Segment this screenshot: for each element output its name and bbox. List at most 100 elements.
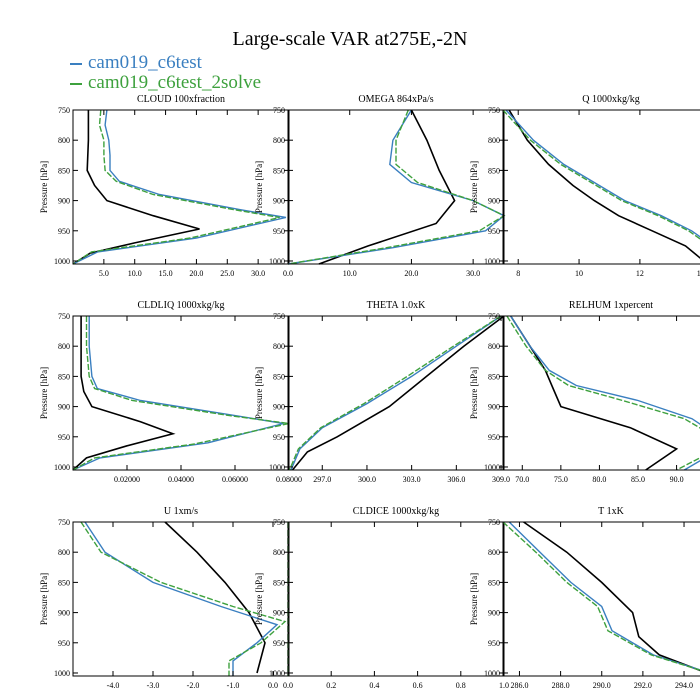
series-line-2-3 — [287, 109, 506, 265]
plot-frame — [287, 521, 505, 677]
y-tick-label: 750 — [273, 518, 285, 527]
x-tick-label: 0.0 — [268, 681, 278, 690]
series-line-7-1 — [164, 521, 266, 674]
y-tick-label: 950 — [58, 639, 70, 648]
x-tick-label: 20.0 — [189, 269, 203, 278]
y-tick-label: 750 — [58, 106, 70, 115]
x-tick-label: 5.0 — [99, 269, 109, 278]
panel-3: 8 10 12 14 750 800 850 900 950 1000 Pressure [hPa]… — [469, 94, 700, 278]
series-line-1-1 — [72, 110, 200, 265]
x-tick-label: 297.0 — [313, 475, 331, 484]
series-line-3-2 — [505, 109, 700, 238]
series-line-1-2 — [72, 109, 287, 265]
y-tick-label: 1000 — [54, 463, 70, 472]
x-tick-label: 15.0 — [159, 269, 173, 278]
y-axis-label: Pressure [hPa] — [469, 161, 479, 213]
plot-frame — [72, 109, 290, 265]
series-line-1-3 — [72, 109, 280, 265]
panel-title: U 1xm/s — [164, 506, 198, 517]
y-tick-label: 1000 — [269, 669, 285, 678]
y-tick-label: 1000 — [269, 463, 285, 472]
x-tick-label: 85.0 — [631, 475, 645, 484]
legend-label-control: cam019_c6test — [88, 52, 202, 73]
x-tick-label: 300.0 — [358, 475, 376, 484]
series-line-5-1 — [291, 315, 505, 471]
plot-frame — [72, 521, 290, 677]
y-tick-label: 800 — [273, 342, 285, 351]
panel-title: Q 1000xkg/kg — [582, 94, 640, 105]
y-tick-label: 850 — [488, 578, 500, 587]
y-tick-label: 900 — [58, 403, 70, 412]
y-tick-label: 1000 — [54, 257, 70, 266]
panel-8: 0.0 0.2 0.4 0.6 0.8 1.0 750 800 850 900 950 1000 Pre… — [254, 506, 509, 690]
y-tick-label: 800 — [273, 136, 285, 145]
plot-frame — [287, 109, 505, 265]
y-tick-label: 850 — [273, 578, 285, 587]
x-tick-label: -4.0 — [107, 681, 120, 690]
y-tick-label: 750 — [488, 106, 500, 115]
plot-frame — [502, 109, 700, 265]
y-tick-label: 750 — [58, 312, 70, 321]
y-tick-label: 900 — [273, 609, 285, 618]
x-tick-label: 0.04000 — [168, 475, 194, 484]
x-tick-label: 0.8 — [456, 681, 466, 690]
y-tick-label: 900 — [58, 609, 70, 618]
series-line-4-2 — [72, 316, 284, 471]
legend-label-test: cam019_c6test_2solve — [88, 72, 262, 93]
y-tick-label: 900 — [488, 403, 500, 412]
y-tick-label: 900 — [488, 197, 500, 206]
panel-title: CLOUD 100xfraction — [137, 94, 225, 105]
series-line-7-3 — [80, 521, 287, 676]
y-tick-label: 800 — [488, 548, 500, 557]
x-tick-label: 80.0 — [592, 475, 606, 484]
y-tick-label: 800 — [58, 136, 70, 145]
y-tick-label: 850 — [58, 372, 70, 381]
series-line-6-2 — [510, 315, 700, 471]
y-tick-label: 900 — [273, 197, 285, 206]
series-line-9-3 — [502, 521, 700, 671]
x-tick-label: -1.0 — [227, 681, 240, 690]
y-tick-label: 750 — [273, 106, 285, 115]
y-tick-label: 850 — [58, 578, 70, 587]
y-tick-label: 850 — [273, 372, 285, 381]
series-line-7-2 — [84, 521, 279, 676]
panel-title: RELHUM 1xpercent — [569, 300, 653, 311]
y-axis-label: Pressure [hPa] — [254, 161, 264, 213]
x-tick-label: 0.0 — [283, 681, 293, 690]
series-line-3-1 — [508, 109, 700, 259]
x-tick-label: 20.0 — [404, 269, 418, 278]
panel-title: CLDICE 1000xkg/kg — [353, 506, 439, 517]
panel-5: 297.0 300.0 303.0 306.0 309.0 750 800 850 900 950… — [254, 300, 510, 484]
y-tick-label: 750 — [488, 312, 500, 321]
panel-7: -4.0 -3.0 -2.0 -1.0 0.0 750 800 850 900 950 1000 Pr… — [39, 506, 290, 690]
y-tick-label: 850 — [58, 166, 70, 175]
x-tick-label: 0.6 — [413, 681, 423, 690]
y-axis-label: Pressure [hPa] — [39, 161, 49, 213]
x-tick-label: -2.0 — [187, 681, 200, 690]
y-axis-label: Pressure [hPa] — [39, 367, 49, 419]
chart-main-title: Large-scale VAR at275E,-2N — [232, 28, 468, 50]
panel-title: T 1xK — [598, 506, 624, 517]
y-tick-label: 800 — [273, 548, 285, 557]
x-tick-label: 286.0 — [510, 681, 528, 690]
x-tick-label: 75.0 — [554, 475, 568, 484]
x-tick-label: 12 — [636, 269, 644, 278]
y-tick-label: 1000 — [484, 257, 500, 266]
x-tick-label: 0.4 — [369, 681, 379, 690]
legend-entry-test: cam019_c6test_2solve — [70, 72, 261, 94]
y-tick-label: 950 — [488, 227, 500, 236]
y-tick-label: 900 — [273, 403, 285, 412]
y-tick-label: 1000 — [484, 463, 500, 472]
series-line-4-3 — [72, 316, 290, 471]
x-tick-label: 0.08000 — [276, 475, 302, 484]
plot-frame — [287, 315, 505, 471]
y-tick-label: 950 — [58, 227, 70, 236]
y-tick-label: 800 — [58, 342, 70, 351]
y-tick-label: 850 — [488, 166, 500, 175]
y-tick-label: 750 — [58, 518, 70, 527]
x-tick-label: 0.2 — [326, 681, 336, 690]
y-tick-label: 900 — [58, 197, 70, 206]
legend-entry-control: cam019_c6test — [70, 52, 202, 74]
y-tick-label: 950 — [488, 639, 500, 648]
y-tick-label: 1000 — [54, 669, 70, 678]
